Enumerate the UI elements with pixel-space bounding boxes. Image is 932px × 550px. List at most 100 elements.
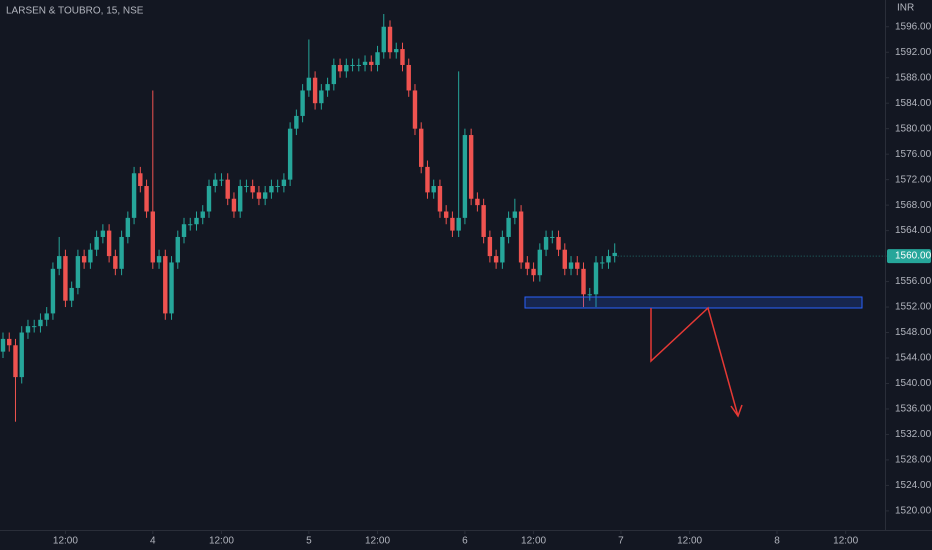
candle-body xyxy=(213,179,218,187)
candle-body xyxy=(500,236,505,263)
candle-body xyxy=(331,64,337,85)
candle-body xyxy=(337,64,343,72)
candle-body xyxy=(356,64,361,66)
y-tick-label: 1588.00 xyxy=(895,72,932,83)
candle-body xyxy=(319,90,324,104)
candle-body xyxy=(38,319,43,327)
y-tick-label: 1528.00 xyxy=(895,455,932,466)
candle-body xyxy=(150,211,156,263)
candle-body xyxy=(0,338,6,352)
candle-body xyxy=(575,262,580,269)
candle-body xyxy=(281,179,287,187)
candle-body xyxy=(25,326,31,333)
y-tick-label: 1596.00 xyxy=(895,21,932,32)
x-tick-label: 12:00 xyxy=(833,536,858,547)
support-zone xyxy=(524,296,863,309)
candle-body xyxy=(200,211,205,218)
candle-body xyxy=(69,287,74,301)
x-tick-label: 12:00 xyxy=(53,536,78,547)
candle-body xyxy=(13,345,18,378)
last-price-box xyxy=(887,249,931,264)
candle-body xyxy=(262,192,268,199)
x-tick-label: 12:00 xyxy=(209,536,234,547)
y-tick-label: 1580.00 xyxy=(895,123,932,134)
y-tick-label: 1568.00 xyxy=(895,200,932,211)
candle-body xyxy=(325,84,330,91)
candle-body xyxy=(587,294,592,296)
candle-body xyxy=(181,224,187,237)
candle-body xyxy=(525,262,530,269)
candle-body xyxy=(144,186,149,212)
candle-body xyxy=(100,230,106,237)
y-tick-label: 1544.00 xyxy=(895,353,932,364)
candle-body xyxy=(568,262,574,269)
candle-body xyxy=(231,198,237,212)
x-tick-label: 7 xyxy=(618,536,624,547)
candle-body xyxy=(493,256,499,263)
candle-body xyxy=(94,236,99,250)
chart-title: LARSEN & TOUBRO, 15, NSE xyxy=(6,6,144,17)
candle-body xyxy=(19,332,24,378)
x-tick-label: 12:00 xyxy=(521,536,546,547)
candle-body xyxy=(56,256,62,269)
candle-body xyxy=(362,61,368,65)
y-tick-label: 1540.00 xyxy=(895,378,932,389)
x-tick-label: 12:00 xyxy=(365,536,390,547)
candle-body xyxy=(250,186,255,193)
x-tick-label: 8 xyxy=(774,536,780,547)
candle-body xyxy=(406,64,411,91)
candle-body xyxy=(425,166,430,193)
candle-body xyxy=(156,256,162,263)
y-tick-label: 1584.00 xyxy=(895,98,932,109)
candle-body xyxy=(412,90,418,129)
candle-body xyxy=(169,262,174,314)
y-tick-label: 1532.00 xyxy=(895,429,932,440)
candle-body xyxy=(600,262,605,264)
candle-body xyxy=(312,77,318,104)
y-tick-label: 1576.00 xyxy=(895,149,932,160)
y-tick-label: 1556.00 xyxy=(895,276,932,287)
candle-body xyxy=(437,186,443,212)
y-tick-label: 1524.00 xyxy=(895,480,932,491)
candle-body xyxy=(518,211,524,263)
candle-body xyxy=(206,186,212,212)
candle-body xyxy=(400,49,405,65)
candle-body xyxy=(431,186,436,193)
candle-body xyxy=(138,173,143,187)
candle-body xyxy=(344,64,349,72)
candle-body xyxy=(512,211,518,218)
candle-body xyxy=(506,217,511,237)
candle-body xyxy=(106,230,112,257)
y-tick-label: 1572.00 xyxy=(895,174,932,185)
candle-body xyxy=(131,173,137,218)
candle-body xyxy=(188,224,193,226)
candle-body xyxy=(287,128,293,180)
candle-body xyxy=(50,268,56,314)
candle-body xyxy=(225,179,230,199)
candle-body xyxy=(294,115,299,129)
candle-body xyxy=(387,26,393,53)
candle-body xyxy=(125,217,131,237)
y-tick-label: 1552.00 xyxy=(895,302,932,313)
candle-body xyxy=(543,236,549,250)
candle-body xyxy=(369,61,374,65)
candle-body xyxy=(194,217,199,225)
candle-body xyxy=(581,268,586,295)
candle-body xyxy=(381,26,386,53)
candle-body xyxy=(256,192,262,199)
y-tick-label: 1548.00 xyxy=(895,327,932,338)
candle-body xyxy=(593,262,599,295)
candle-body xyxy=(487,236,493,257)
candle-body xyxy=(562,249,567,269)
x-tick-label: 12:00 xyxy=(677,536,702,547)
plot xyxy=(0,14,617,422)
candle-body xyxy=(350,64,355,66)
y-tick-label: 1592.00 xyxy=(895,47,932,58)
candle-body xyxy=(450,217,455,231)
candle-body xyxy=(219,179,224,181)
candle-body xyxy=(88,249,93,263)
candle-body xyxy=(556,236,561,250)
candle-body xyxy=(244,186,249,188)
candle-body xyxy=(113,256,118,269)
